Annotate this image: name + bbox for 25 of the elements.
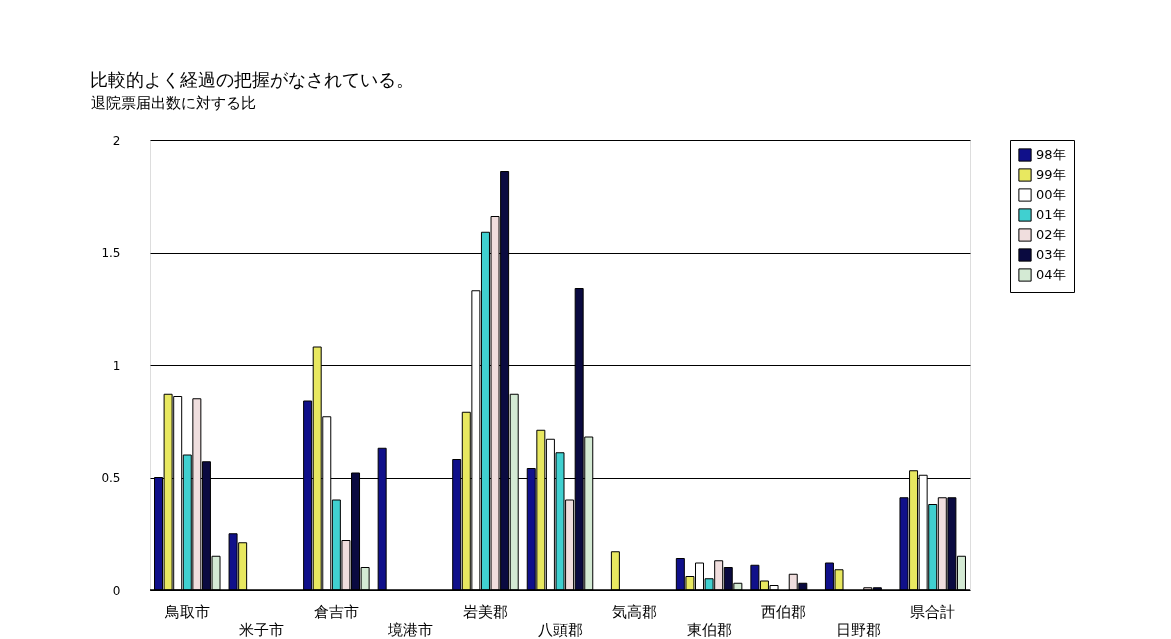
text: 比較的よく経過の把握がなされている。 [90,69,414,90]
x-tick-label: 境港市 [387,621,434,639]
y-axis-title: 退院票届出数に対する比 [90,93,256,112]
x-tick-label: 気高郡 [612,603,658,621]
legend-label: 00年 [1036,187,1066,202]
y-tick-label: 0.5 [101,471,121,485]
legend-label: 99年 [1036,167,1066,182]
x-tick-label: 岩美郡 [462,603,508,621]
x-tick-label: 鳥取市 [163,603,210,621]
legend-label: 01年 [1036,207,1066,222]
x-tick-label: 米子市 [239,621,285,639]
legend-label: 02年 [1036,227,1066,242]
y-tick-label: 2 [112,133,121,148]
y-tick-label: 0 [112,583,121,598]
legend-label: 98年 [1036,147,1066,162]
y-tick-label: 1 [112,358,121,373]
legend-label: 04年 [1036,267,1066,282]
x-tick-label: 県合計 [910,603,956,621]
x-tick-label: 八頭郡 [537,621,583,639]
x-tick-label: 東伯郡 [686,621,732,639]
y-tick-label: 1.5 [101,246,121,260]
x-tick-label: 倉吉市 [313,603,359,621]
legend-label: 03年 [1036,247,1066,262]
x-tick-label: 日野郡 [835,621,881,639]
x-tick-label: 西伯郡 [761,603,807,621]
